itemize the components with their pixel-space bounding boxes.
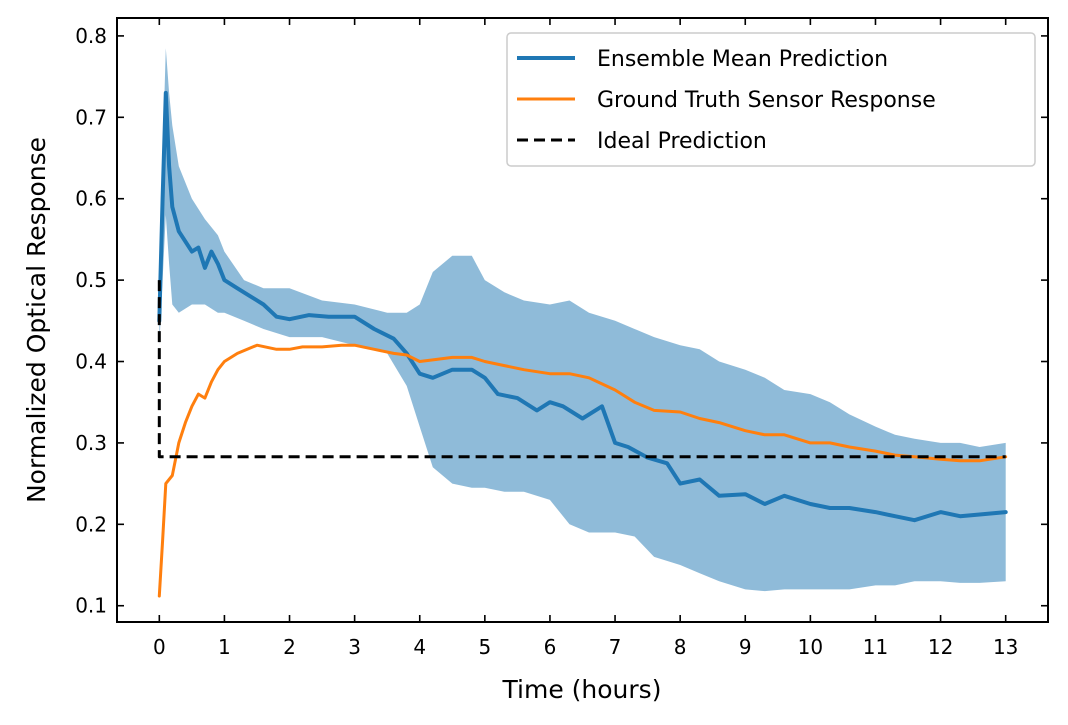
- y-tick-label: 0.8: [75, 24, 107, 48]
- y-tick-label: 0.2: [75, 512, 107, 536]
- x-tick-label: 10: [798, 635, 823, 659]
- x-tick-label: 2: [283, 635, 296, 659]
- y-tick-label: 0.7: [75, 105, 107, 129]
- x-tick-label: 1: [218, 635, 231, 659]
- x-tick-label: 11: [863, 635, 888, 659]
- axes: 0 1 2 3 4 5 6 7 8 9 10 11 12 130.10.20.30.40.50.60.70…: [75, 17, 1049, 659]
- x-tick-label: 13: [993, 635, 1018, 659]
- x-tick-label: 6: [544, 635, 557, 659]
- x-tick-label: 5: [478, 635, 491, 659]
- plot-area: [157, 48, 1008, 598]
- y-tick-label: 0.3: [75, 431, 107, 455]
- x-axis-title: Time (hours): [502, 675, 662, 704]
- x-tick-label: 4: [413, 635, 426, 659]
- series-line-ground-truth-sensor-response: [157, 343, 1008, 598]
- legend-box: [506, 32, 1036, 167]
- plot-frame: [116, 17, 1049, 623]
- x-tick-label: 12: [928, 635, 953, 659]
- y-tick-label: 0.1: [75, 594, 107, 618]
- x-tick-label: 7: [609, 635, 622, 659]
- y-tick-label: 0.6: [75, 187, 107, 211]
- x-tick-label: 8: [674, 635, 687, 659]
- legend-label-ground-truth-sensor-response: Ground Truth Sensor Response: [597, 88, 936, 113]
- x-tick-label: 0: [153, 635, 166, 659]
- legend-label-ensemble-mean-prediction: Ensemble Mean Prediction: [597, 47, 888, 72]
- series-line-ensemble-mean-prediction: [157, 90, 1008, 523]
- y-tick-label: 0.4: [75, 350, 107, 374]
- uncertainty-band: [159, 48, 1006, 592]
- y-tick-label: 0.5: [75, 268, 107, 292]
- x-tick-label: 9: [739, 635, 752, 659]
- x-tick-label: 3: [348, 635, 361, 659]
- legend: Ensemble Mean Prediction Ground Truth Sen…: [506, 32, 1036, 167]
- series-line-ideal-prediction: [157, 280, 1006, 459]
- legend-label-ideal-prediction: Ideal Prediction: [597, 129, 767, 154]
- y-axis-title: Normalized Optical Response: [22, 137, 51, 503]
